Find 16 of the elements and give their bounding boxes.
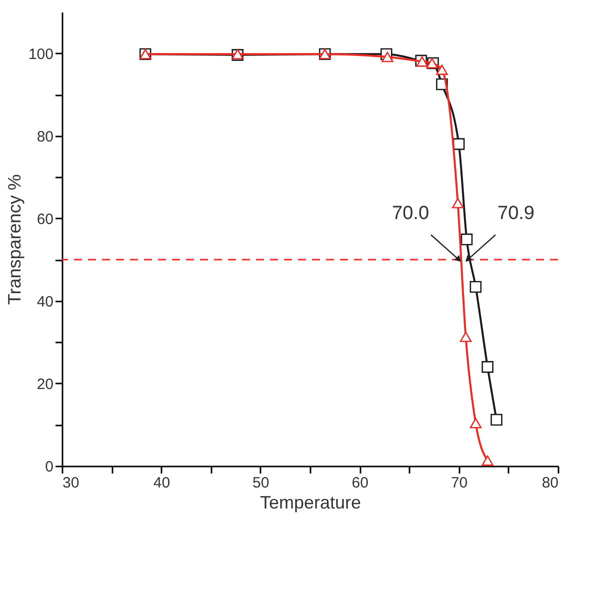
x-tick-label: 60 <box>352 474 368 492</box>
x-tick-label: 70 <box>450 474 468 492</box>
annotation: 70.9 <box>498 202 534 224</box>
y-tick-label: 0 <box>45 458 54 476</box>
y-axis-title: Transparency % <box>4 174 24 305</box>
y-tick-label: 80 <box>36 128 54 146</box>
y-tick-label: 20 <box>36 376 54 393</box>
x-tick-label: 30 <box>62 474 80 492</box>
y-tick-label: 40 <box>36 293 54 310</box>
y-tick-label: 60 <box>36 210 54 228</box>
annotation: 70.0 <box>392 202 430 224</box>
y-tick-label: 100 <box>28 46 54 63</box>
x-tick-label: 50 <box>252 474 270 492</box>
x-tick-label: 40 <box>153 474 170 492</box>
x-tick-label: 80 <box>542 474 558 492</box>
x-axis-title: Temperature <box>260 492 362 512</box>
